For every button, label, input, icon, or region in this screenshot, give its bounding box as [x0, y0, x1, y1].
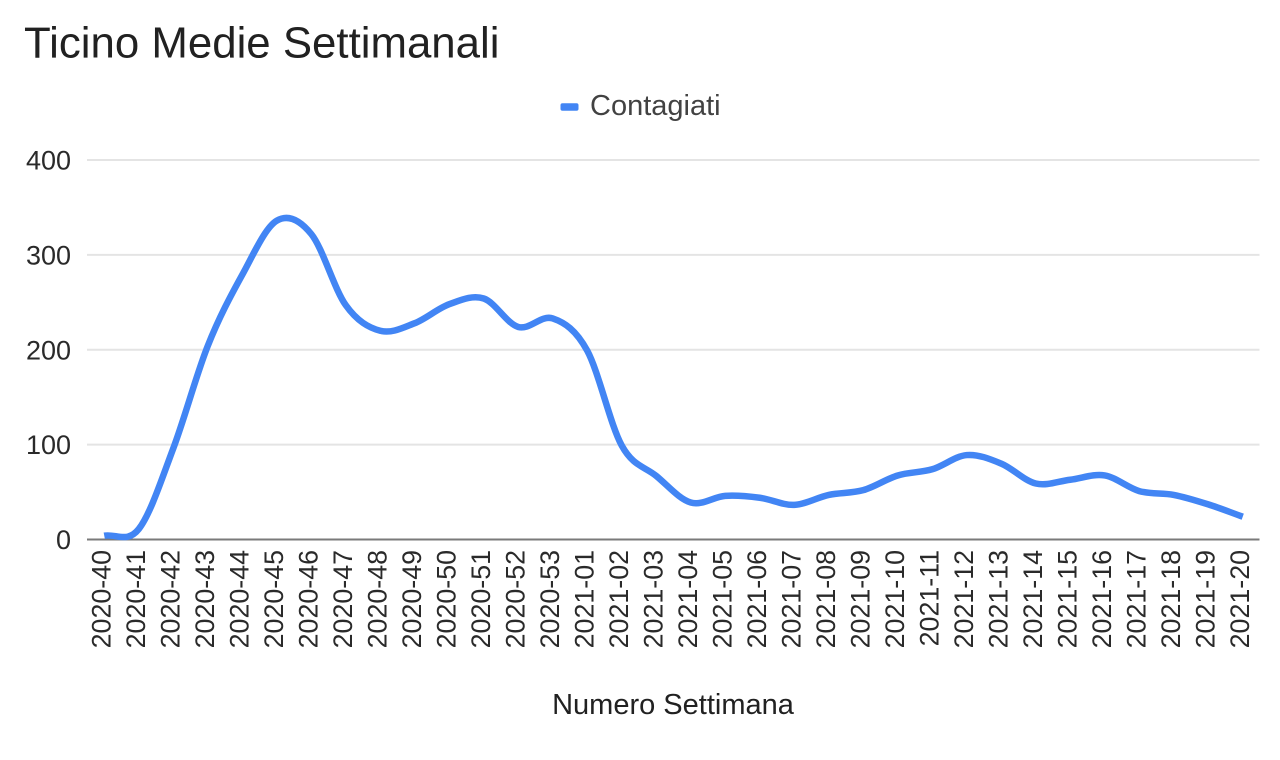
svg-text:100: 100 — [26, 430, 71, 460]
svg-text:2021-07: 2021-07 — [776, 550, 806, 648]
svg-text:2020-49: 2020-49 — [397, 550, 427, 648]
svg-text:2021-17: 2021-17 — [1121, 550, 1151, 648]
svg-text:2021-08: 2021-08 — [811, 550, 841, 648]
svg-text:2020-46: 2020-46 — [293, 550, 323, 648]
svg-text:Ticino Medie Settimanali: Ticino Medie Settimanali — [24, 19, 499, 68]
svg-text:2021-05: 2021-05 — [707, 550, 737, 648]
svg-text:2021-01: 2021-01 — [569, 550, 599, 648]
svg-text:2021-10: 2021-10 — [880, 550, 910, 648]
svg-text:2020-51: 2020-51 — [466, 550, 496, 648]
svg-text:2021-14: 2021-14 — [1018, 550, 1048, 648]
svg-text:2020-50: 2020-50 — [431, 550, 461, 648]
svg-text:Numero Settimana: Numero Settimana — [552, 689, 795, 721]
svg-text:2020-52: 2020-52 — [500, 550, 530, 648]
svg-text:2021-12: 2021-12 — [949, 550, 979, 648]
svg-text:2020-42: 2020-42 — [155, 550, 185, 648]
svg-text:2020-43: 2020-43 — [190, 550, 220, 648]
svg-text:Contagiati: Contagiati — [590, 90, 721, 122]
svg-text:2021-19: 2021-19 — [1190, 550, 1220, 648]
svg-text:2020-41: 2020-41 — [121, 550, 151, 648]
svg-text:2021-15: 2021-15 — [1052, 550, 1082, 648]
svg-text:2020-53: 2020-53 — [535, 550, 565, 648]
svg-text:2020-40: 2020-40 — [86, 550, 116, 648]
svg-text:2021-04: 2021-04 — [673, 550, 703, 648]
svg-text:2021-18: 2021-18 — [1156, 550, 1186, 648]
svg-text:2020-45: 2020-45 — [259, 550, 289, 648]
svg-text:400: 400 — [26, 146, 71, 176]
svg-text:300: 300 — [26, 240, 71, 270]
svg-text:2021-02: 2021-02 — [604, 550, 634, 648]
svg-text:2021-03: 2021-03 — [638, 550, 668, 648]
svg-text:2021-16: 2021-16 — [1087, 550, 1117, 648]
svg-text:2021-09: 2021-09 — [845, 550, 875, 648]
svg-text:200: 200 — [26, 335, 71, 365]
svg-text:2021-11: 2021-11 — [914, 550, 944, 646]
svg-text:2021-06: 2021-06 — [742, 550, 772, 648]
svg-text:2021-13: 2021-13 — [983, 550, 1013, 648]
svg-text:2020-44: 2020-44 — [224, 550, 254, 648]
svg-text:2020-47: 2020-47 — [328, 550, 358, 648]
svg-text:0: 0 — [56, 525, 71, 555]
svg-text:2020-48: 2020-48 — [362, 550, 392, 648]
svg-text:2021-20: 2021-20 — [1225, 550, 1255, 648]
